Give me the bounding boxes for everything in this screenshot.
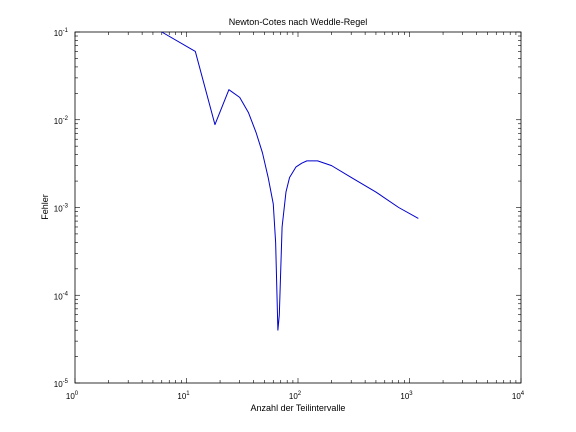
y-tick-exponent: -1 xyxy=(63,28,69,34)
x-axis-label: Anzahl der Teilintervalle xyxy=(251,403,346,413)
series-layer xyxy=(161,31,419,331)
x-tick-exponent: 2 xyxy=(298,391,302,397)
x-tick-label: 104 xyxy=(512,391,525,401)
plot-area xyxy=(74,31,522,384)
x-tick-exponent: 3 xyxy=(409,391,413,397)
y-tick-label: 10-3 xyxy=(54,204,69,214)
x-tick-label: 101 xyxy=(177,391,190,401)
y-tick-label: 10-5 xyxy=(54,379,69,389)
y-tick-label: 10-2 xyxy=(54,116,69,126)
series-line xyxy=(161,31,419,331)
y-tick-exponent: -3 xyxy=(63,204,69,210)
y-tick-label: 10-4 xyxy=(54,291,69,301)
x-tick-label: 103 xyxy=(400,391,413,401)
x-tick-label: 102 xyxy=(289,391,302,401)
y-tick-exponent: -5 xyxy=(63,379,69,385)
y-tick-exponent: -2 xyxy=(63,116,69,122)
chart-title: Newton-Cotes nach Weddle-Regel xyxy=(229,17,367,27)
y-axis-label: Fehler xyxy=(40,194,50,220)
y-tick-exponent: -4 xyxy=(63,291,69,297)
x-tick-exponent: 1 xyxy=(186,391,190,397)
y-tick-label: 10-1 xyxy=(54,28,69,38)
x-tick-exponent: 4 xyxy=(521,391,525,397)
x-tick-label: 100 xyxy=(66,391,79,401)
x-tick-exponent: 0 xyxy=(75,391,79,397)
